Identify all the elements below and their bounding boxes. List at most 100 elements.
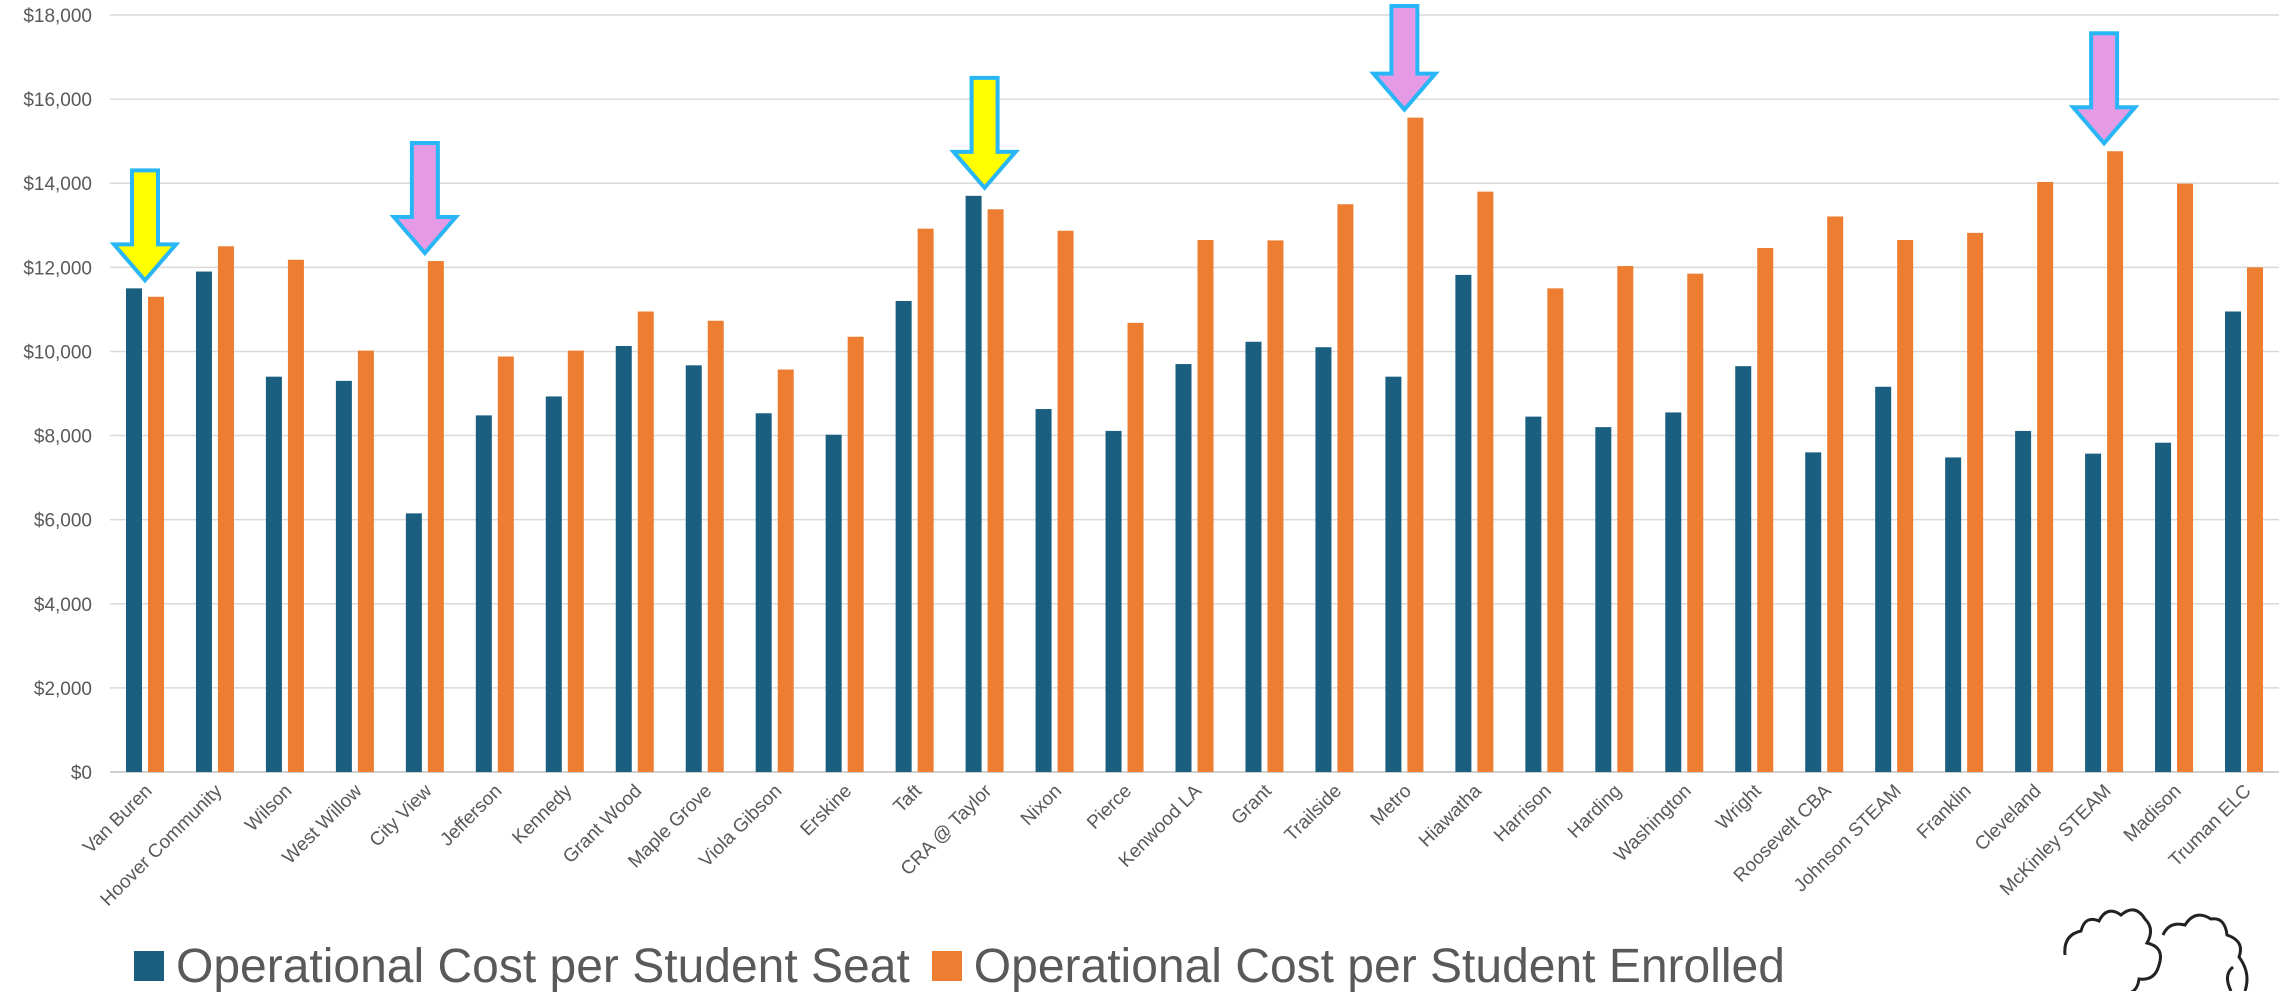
puzzle-pieces-icon (2063, 908, 2249, 991)
bar-seat (1875, 386, 1892, 772)
legend-item-seat: Operational Cost per Student Seat (134, 939, 910, 994)
bar-seat (1455, 274, 1472, 772)
x-tick-label: Harrison (1490, 781, 1556, 847)
bar-enrolled (497, 356, 514, 772)
bar-enrolled (1477, 191, 1494, 773)
bar-enrolled (2037, 181, 2054, 772)
bar-seat (2155, 442, 2172, 772)
bar-enrolled (217, 246, 234, 773)
bar-seat (125, 288, 142, 772)
x-tick-label: Harding (1564, 781, 1626, 843)
y-tick-label: $18,000 (23, 6, 92, 27)
x-tick-label: Pierce (1083, 781, 1136, 834)
x-tick-label: City View (366, 780, 437, 851)
bar-enrolled (637, 311, 654, 772)
bar-enrolled (1127, 322, 1144, 772)
pink-arrow-icon (1369, 4, 1440, 113)
x-tick-label: Nixon (1017, 781, 1066, 830)
bar-seat (615, 345, 632, 772)
bar-seat (2015, 430, 2032, 772)
y-tick-label: $14,000 (23, 174, 92, 195)
yellow-arrow-icon (109, 168, 181, 284)
bar-enrolled (1967, 232, 1984, 772)
legend-item-enrolled: Operational Cost per Student Enrolled (931, 939, 1785, 994)
pink-arrow-icon (389, 141, 461, 257)
bar-seat (1315, 347, 1332, 772)
bar-seat (1805, 452, 1822, 772)
x-tick-label: Franklin (1913, 781, 1976, 844)
x-tick-label: Grant (1228, 780, 1277, 829)
bar-enrolled (2107, 151, 2124, 772)
bar-enrolled (1687, 273, 1704, 772)
x-tick-label: Taft (890, 780, 927, 817)
bar-enrolled (2247, 267, 2264, 772)
legend-label-enrolled: Operational Cost per Student Enrolled (973, 939, 1785, 993)
bar-seat (685, 365, 702, 772)
legend-swatch-enrolled (931, 951, 962, 981)
bar-seat (1595, 427, 1612, 772)
bar-seat (1665, 412, 1682, 772)
yellow-arrow-icon (949, 75, 1020, 191)
x-tick-label: Cleveland (1971, 781, 2046, 856)
bar-seat (2085, 453, 2102, 772)
legend-swatch-seat (134, 951, 164, 981)
bar-enrolled (1757, 247, 1774, 772)
bar-enrolled (427, 261, 444, 772)
bar-seat (475, 415, 492, 772)
y-tick-label: $10,000 (23, 342, 92, 363)
x-tick-label: Hiawatha (1415, 780, 1486, 851)
y-tick-label: $4,000 (34, 595, 92, 616)
x-tick-label: Erskine (797, 781, 857, 841)
bar-enrolled (1057, 230, 1074, 772)
y-tick-label: $6,000 (34, 511, 92, 532)
x-tick-label: Trailside (1281, 781, 1346, 846)
x-tick-label: Wilson (241, 781, 296, 836)
bar-enrolled (1827, 216, 1844, 772)
bar-seat (1945, 457, 1962, 772)
bar-enrolled (707, 320, 724, 772)
x-tick-label: Wright (1712, 780, 1766, 834)
bar-enrolled (777, 369, 794, 772)
bar-seat (1175, 364, 1192, 772)
bar-seat (1035, 409, 1052, 772)
legend-label-seat: Operational Cost per Student Seat (176, 939, 910, 993)
y-tick-label: $0 (71, 763, 92, 784)
bar-seat (405, 513, 422, 772)
bar-enrolled (357, 350, 374, 772)
bar-enrolled (1897, 239, 1914, 773)
bar-enrolled (1407, 117, 1424, 773)
y-tick-label: $8,000 (34, 427, 92, 448)
bar-enrolled (917, 228, 934, 773)
annotation-arrows (109, 4, 2140, 284)
legend: Operational Cost per Student Seat Operat… (134, 936, 1807, 996)
bar-seat (1245, 341, 1262, 772)
bar-seat (265, 376, 282, 772)
bar-seat (825, 434, 842, 772)
bar-enrolled (147, 296, 164, 772)
bar-enrolled (1337, 204, 1354, 772)
bar-enrolled (1197, 239, 1214, 773)
y-tick-label: $16,000 (23, 90, 92, 111)
bar-enrolled (1617, 266, 1634, 772)
bar-seat (1735, 366, 1752, 772)
x-tick-label: Hoover Community (97, 780, 227, 910)
x-tick-label: Jefferson (436, 781, 506, 851)
bar-enrolled (987, 209, 1004, 773)
bar-seat (965, 195, 982, 773)
bar-enrolled (847, 336, 864, 772)
bar-seat (195, 271, 212, 772)
bar-enrolled (1547, 288, 1564, 772)
y-axis: $0 $2,000 $4,000 $6,000 $8,000 $10,000 $12,000… (23, 6, 92, 784)
bars (125, 117, 2264, 773)
x-tick-label: Madison (2120, 781, 2186, 847)
bar-seat (335, 380, 352, 772)
bar-seat (545, 396, 562, 772)
gridlines (110, 14, 2279, 773)
bar-seat (2225, 311, 2242, 772)
x-tick-label: Kennedy (508, 780, 576, 848)
bar-seat (895, 300, 912, 772)
bar-enrolled (567, 350, 584, 772)
y-tick-label: $2,000 (34, 679, 92, 700)
